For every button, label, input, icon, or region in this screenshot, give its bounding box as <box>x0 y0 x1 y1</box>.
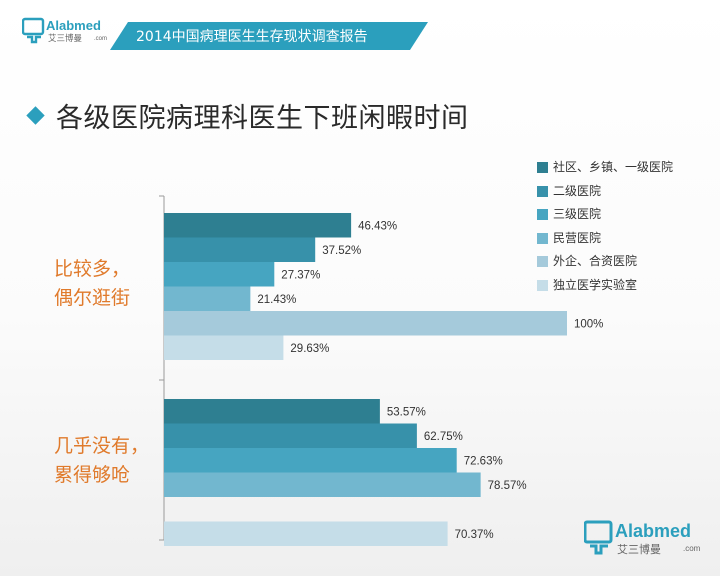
bar-value-label: 78.57% <box>488 480 527 492</box>
category-label-line: 偶尔逛街 <box>54 287 131 309</box>
bar-value-label: 100% <box>574 318 603 330</box>
bar-value-label: 72.63% <box>464 455 503 467</box>
category-label-none: 几乎没有， 累得够呛 <box>54 432 149 490</box>
legend: 社区、乡镇、一级医院 二级医院 三级医院 民营医院 外企、合资医院 独立医学实验… <box>537 158 717 299</box>
bar-value-label: 46.43% <box>358 220 397 232</box>
report-title: 2014中国病理医生生存现状调查报告 <box>136 29 368 45</box>
logo-brand-sub-text: .com <box>94 36 107 42</box>
alabmed-logo-footer: Alabmed .com 艾三博曼 <box>584 520 701 556</box>
legend-label: 社区、乡镇、一级医院 <box>553 160 674 174</box>
legend-item: 三级医院 <box>537 205 717 229</box>
legend-label: 三级医院 <box>553 207 602 221</box>
bar <box>164 237 316 262</box>
bar-value-label: 70.37% <box>455 529 494 541</box>
bar <box>164 472 481 497</box>
bar-value-label: 27.37% <box>281 269 320 281</box>
logo-brand-text: Alabmed <box>46 18 101 33</box>
legend-swatch <box>537 162 548 173</box>
bar <box>164 423 417 448</box>
footer-brand-cn-text: 艾三博曼 <box>617 543 661 556</box>
legend-item: 独立医学实验室 <box>537 276 717 300</box>
legend-label: 民营医院 <box>553 230 602 245</box>
logo-brand-cn-text: 艾三博曼 <box>48 33 83 44</box>
category-label-line: 比较多， <box>54 258 131 280</box>
legend-swatch <box>537 232 548 244</box>
legend-swatch <box>537 256 548 267</box>
category-label-line: 累得够呛 <box>54 464 131 486</box>
bar-value-label: 37.52% <box>322 245 361 257</box>
chart-title: 各级医院病理科医生下班闲暇时间 <box>56 103 469 134</box>
bar <box>164 262 275 287</box>
bar <box>164 448 457 473</box>
header: Alabmed .com 艾三博曼 2014中国病理医生生存现状调查报告 <box>0 0 720 52</box>
legend-swatch <box>537 279 548 291</box>
legend-swatch <box>537 209 548 220</box>
legend-item: 二级医院 <box>537 182 717 206</box>
category-label-more: 比较多， 偶尔逛街 <box>54 255 130 313</box>
bar-value-label: 29.63% <box>290 343 329 355</box>
bar <box>164 399 380 424</box>
bar-value-label: 21.43% <box>257 294 296 306</box>
legend-swatch <box>537 185 548 197</box>
bar <box>164 311 567 336</box>
legend-label: 外企、合资医院 <box>553 254 638 268</box>
legend-label: 独立医学实验室 <box>553 277 638 292</box>
footer-brand-sub-text: .com <box>683 544 701 553</box>
legend-item: 社区、乡镇、一级医院 <box>537 158 717 182</box>
bar-value-label: 62.75% <box>424 431 463 443</box>
bar <box>164 521 448 546</box>
legend-label: 二级医院 <box>553 183 602 198</box>
legend-item: 民营医院 <box>537 229 717 253</box>
bar <box>164 286 251 311</box>
report-title-band <box>110 22 428 50</box>
bar <box>164 213 352 238</box>
legend-item: 外企、合资医院 <box>537 252 717 276</box>
bar-value-label: 53.57% <box>387 406 426 418</box>
category-label-line: 几乎没有， <box>54 435 150 457</box>
bar <box>164 335 284 360</box>
alabmed-logo: Alabmed .com 艾三博曼 <box>22 17 107 44</box>
footer-brand-text: Alabmed <box>615 521 691 541</box>
